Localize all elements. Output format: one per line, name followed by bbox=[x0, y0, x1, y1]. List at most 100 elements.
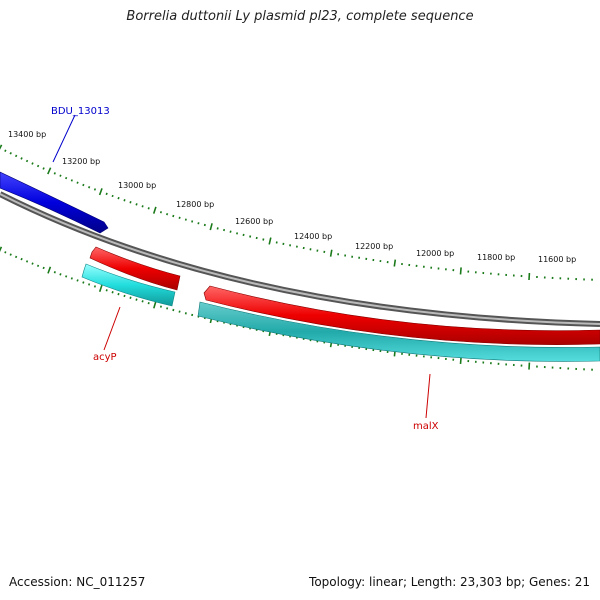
inner-ring-major-tick bbox=[47, 266, 52, 274]
gene-label-acyp-group[interactable]: acyP bbox=[93, 306, 121, 363]
inner-ring-minor-tick bbox=[172, 308, 175, 312]
tick-label-12400: 12400 bp bbox=[294, 232, 332, 241]
accession-text: Accession: NC_011257 bbox=[9, 575, 146, 589]
inner-ring-minor-tick bbox=[9, 253, 12, 256]
outer-ring-minor-tick bbox=[9, 152, 12, 155]
outer-ring-minor-tick bbox=[42, 167, 45, 170]
inner-ring-minor-tick bbox=[36, 264, 40, 267]
inner-ring-minor-tick bbox=[53, 271, 56, 274]
gene-label-acyp-leader bbox=[103, 306, 121, 351]
outer-ring-minor-tick bbox=[184, 218, 187, 221]
gene-label-bdu-13013[interactable]: BDU_13013 bbox=[51, 106, 110, 117]
outer-ring-major-tick bbox=[268, 237, 272, 245]
outer-ring-minor-tick bbox=[82, 183, 85, 187]
inner-ring-minor-tick bbox=[25, 260, 29, 263]
outer-ring-minor-tick bbox=[223, 228, 226, 232]
topology-summary-text: Topology: linear; Length: 23,303 bp; Gen… bbox=[309, 575, 590, 589]
outer-ring-minor-tick bbox=[123, 199, 126, 202]
outer-ring-major-tick bbox=[329, 249, 333, 257]
outer-ring-minor-tick bbox=[197, 222, 200, 225]
inner-ring-minor-tick bbox=[82, 281, 85, 284]
gene-label-malx[interactable]: malX bbox=[413, 421, 439, 432]
outer-ring-minor-tick bbox=[216, 227, 219, 230]
outer-ring-minor-tick bbox=[65, 176, 68, 180]
outer-ring-minor-tick bbox=[166, 212, 169, 216]
outer-ring-minor-tick bbox=[147, 207, 150, 210]
outer-ring-minor-tick bbox=[105, 192, 108, 196]
gene-forward-segment-2[interactable] bbox=[203, 285, 600, 345]
sequence-backbone-highlight bbox=[0, 193, 600, 325]
inner-ring-major-tick bbox=[153, 301, 157, 309]
outer-ring-minor-tick bbox=[203, 223, 206, 227]
inner-ring-minor-tick bbox=[166, 307, 169, 310]
outer-ring-major-tick bbox=[209, 223, 213, 231]
outer-ring-minor-tick bbox=[111, 194, 114, 198]
inner-ring-minor-tick bbox=[105, 289, 108, 292]
inner-ring-major-tick bbox=[0, 246, 3, 252]
gene-label-acyp[interactable]: acyP bbox=[93, 352, 117, 363]
outer-ring-minor-tick bbox=[53, 172, 56, 175]
tick-label-13400: 13400 bp bbox=[8, 130, 46, 139]
inner-ring-minor-tick bbox=[4, 251, 7, 254]
gene-label-malx-group[interactable]: malX bbox=[413, 373, 439, 432]
inner-ring-minor-tick bbox=[184, 312, 187, 315]
outer-ring-minor-tick bbox=[236, 232, 239, 235]
inner-ring-minor-tick bbox=[93, 285, 97, 288]
outer-ring-minor-tick bbox=[31, 162, 34, 165]
outer-tick-ring bbox=[0, 144, 593, 281]
outer-ring-minor-tick bbox=[135, 203, 138, 206]
inner-ring-minor-tick bbox=[20, 257, 23, 261]
outer-ring-minor-tick bbox=[88, 186, 91, 189]
outer-ring-minor-tick bbox=[249, 235, 252, 238]
outer-ring-minor-tick bbox=[76, 181, 79, 184]
outer-ring-minor-tick bbox=[159, 211, 162, 214]
inner-ring-minor-tick bbox=[42, 266, 45, 270]
gene-malx[interactable] bbox=[197, 301, 600, 362]
gene-label-malx-leader bbox=[425, 373, 431, 419]
inner-ring-minor-tick bbox=[147, 301, 150, 305]
outer-ring-minor-tick bbox=[172, 214, 175, 218]
tick-label-12200: 12200 bp bbox=[355, 242, 393, 251]
outer-ring-minor-tick bbox=[191, 220, 194, 223]
tick-label-12600: 12600 bp bbox=[235, 217, 273, 226]
inner-ring-minor-tick bbox=[135, 298, 138, 301]
gene-label-bdu-13013-group[interactable]: BDU_13013 bbox=[51, 106, 110, 163]
tick-label-12000: 12000 bp bbox=[416, 249, 454, 258]
outer-ring-minor-tick bbox=[25, 159, 29, 163]
outer-ring-minor-tick bbox=[4, 149, 7, 152]
gene-label-bdu-13013-leader bbox=[52, 114, 76, 163]
gene-forward-segment-1[interactable] bbox=[89, 246, 181, 291]
inner-ring-minor-tick bbox=[65, 275, 68, 278]
outer-ring-minor-tick bbox=[229, 230, 232, 233]
outer-ring-minor-tick bbox=[178, 216, 181, 220]
inner-ring-minor-tick bbox=[70, 277, 73, 280]
inner-ring-minor-tick bbox=[111, 291, 114, 294]
outer-ring-minor-tick bbox=[117, 196, 120, 200]
tick-label-11800: 11800 bp bbox=[477, 253, 515, 262]
outer-ring-minor-tick bbox=[70, 179, 73, 182]
outer-ring-minor-tick bbox=[36, 164, 40, 168]
tick-label-group: 13400 bp 13200 bp 13000 bp 12800 bp 1260… bbox=[8, 130, 576, 264]
outer-ring-major-tick bbox=[393, 259, 397, 267]
inner-ring-minor-tick bbox=[141, 300, 144, 303]
inner-ring-minor-tick bbox=[117, 292, 120, 296]
gene-bdu-13013[interactable] bbox=[0, 171, 109, 234]
outer-ring-minor-tick bbox=[242, 233, 245, 237]
map-title: Borrelia duttonii Ly plasmid pl23, compl… bbox=[126, 9, 474, 24]
inner-ring-minor-tick bbox=[31, 262, 34, 265]
tick-label-13000: 13000 bp bbox=[118, 181, 156, 190]
outer-ring-minor-tick bbox=[14, 154, 18, 158]
gene-acyp[interactable] bbox=[81, 263, 176, 307]
outer-ring-minor-tick bbox=[141, 205, 144, 208]
inner-ring-minor-tick bbox=[159, 305, 162, 308]
inner-ring-minor-tick bbox=[123, 294, 126, 298]
outer-ring-minor-tick bbox=[20, 157, 23, 160]
inner-ring-minor-tick bbox=[191, 313, 194, 317]
outer-ring-major-tick bbox=[98, 188, 103, 196]
tick-label-13200: 13200 bp bbox=[62, 157, 100, 166]
outer-ring-major-tick bbox=[152, 206, 157, 214]
tick-label-11600: 11600 bp bbox=[538, 255, 576, 264]
outer-ring-major-tick bbox=[0, 144, 3, 150]
inner-ring-minor-tick bbox=[129, 296, 132, 299]
